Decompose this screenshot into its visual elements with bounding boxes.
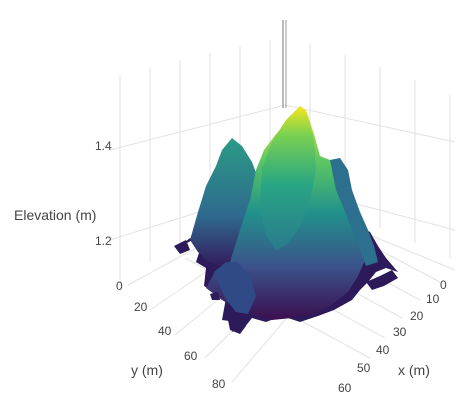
elevation-surface [174, 106, 398, 334]
y-tick-label: 40 [158, 324, 172, 338]
z-tick-label: 1.4 [95, 139, 112, 153]
x-tick-label: 40 [376, 343, 390, 357]
surface-right-hills [330, 158, 378, 266]
y-tick-label: 80 [212, 377, 226, 391]
x-axis-title: x (m) [398, 362, 430, 378]
origin-tick-label: 0 [440, 278, 447, 292]
x-tick-label: 60 [338, 381, 352, 395]
surface-fragment [210, 292, 220, 300]
z-axis-title: Elevation (m) [14, 207, 96, 223]
surface-fragment [174, 240, 190, 254]
surface-fragment [228, 316, 246, 334]
x-tick-label: 30 [393, 325, 407, 339]
z-tick-label: 1.2 [95, 234, 112, 248]
y-axis-title: y (m) [131, 362, 163, 378]
surface-left-front [214, 262, 256, 314]
surface-fragment [366, 270, 398, 290]
surface-ridge [260, 106, 316, 250]
y-tick-label: 20 [134, 300, 148, 314]
x-tick-label: 50 [357, 361, 371, 375]
x-tick-label: 10 [426, 292, 440, 306]
y-tick-label: 60 [184, 349, 198, 363]
z-axis-line [282, 20, 287, 108]
origin-tick-label: 0 [116, 279, 123, 293]
x-tick-label: 20 [410, 309, 424, 323]
